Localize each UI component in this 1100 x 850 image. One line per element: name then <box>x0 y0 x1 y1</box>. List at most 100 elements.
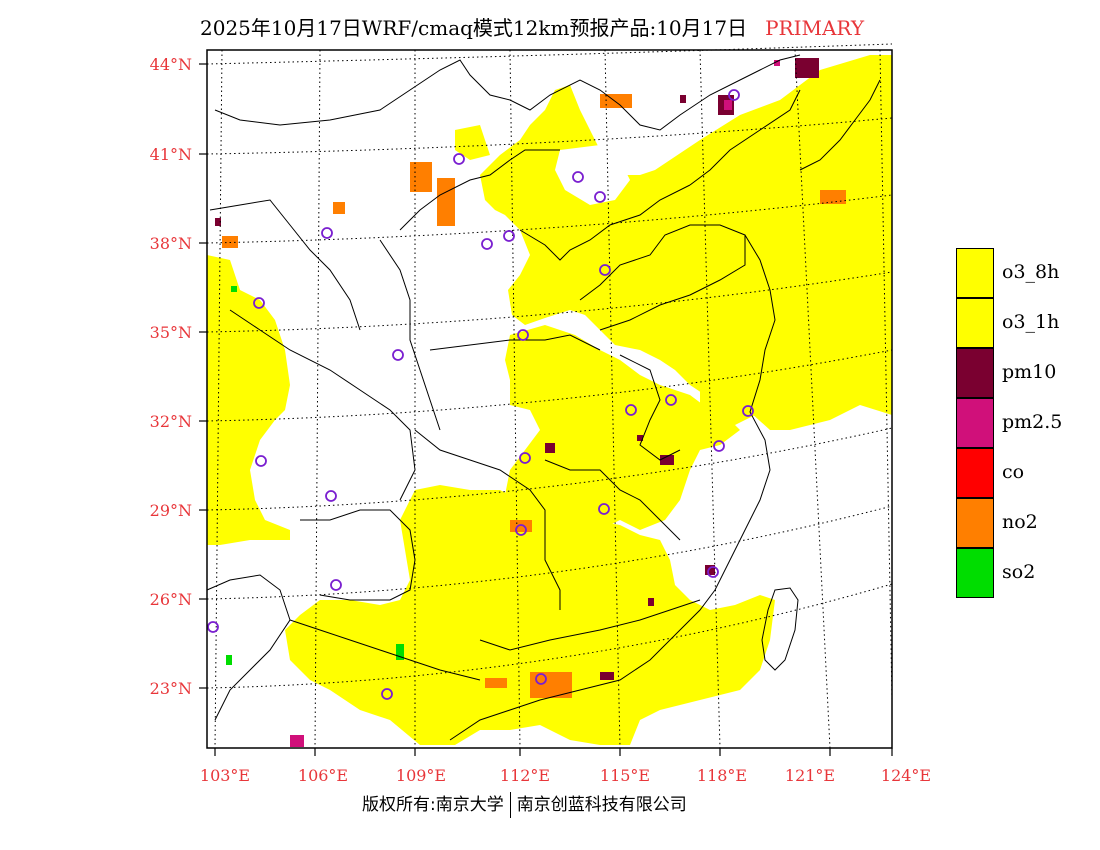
legend-label: pm2.5 <box>1002 411 1063 433</box>
legend-label: pm10 <box>1002 361 1057 383</box>
o3-region-ne-cut <box>555 145 630 205</box>
pm25-layer <box>290 60 780 747</box>
station-marker <box>519 452 531 464</box>
taiwan-island <box>761 587 799 671</box>
no2-patch <box>410 162 432 192</box>
pm10-patch <box>215 218 221 226</box>
lat-label-44n: 44°N <box>149 55 192 74</box>
station-marker <box>665 394 677 406</box>
so2-layer <box>226 286 404 665</box>
station-marker <box>253 297 265 309</box>
lon-label-106e: 106°E <box>297 766 349 785</box>
parallel-32n <box>206 349 893 422</box>
station-marker <box>515 524 527 536</box>
boundary-henan-hubei <box>429 334 601 351</box>
station-markers <box>207 89 754 700</box>
parallel-38n <box>206 194 893 244</box>
parallel-44n <box>206 43 893 65</box>
station-marker <box>207 621 219 633</box>
legend-item-pm10: pm10 <box>956 348 1086 398</box>
lat-label-38n: 38°N <box>149 234 192 253</box>
o3-region-south <box>285 485 775 745</box>
so2-patch <box>231 286 237 292</box>
pm10-patch <box>795 58 819 78</box>
lat-label-26n: 26°N <box>149 590 192 609</box>
map-title: 2025年10月17日WRF/cmaq模式12km预报产品:10月17日 PRIM… <box>200 12 864 41</box>
station-marker <box>481 238 493 250</box>
legend-swatch <box>956 448 994 498</box>
parallel-35n <box>206 271 893 333</box>
legend-item-o3-1h: o3_1h <box>956 298 1086 348</box>
no2-patch <box>510 520 532 532</box>
copyright-company: 南京创蓝科技有限公司 <box>516 795 687 815</box>
legend-label: no2 <box>1002 511 1038 533</box>
lon-label-121e: 121°E <box>784 766 836 785</box>
lat-label-23n: 23°N <box>149 679 192 698</box>
o3-region-central <box>505 325 740 530</box>
station-marker <box>728 89 740 101</box>
pm10-patch <box>660 455 674 465</box>
legend-swatch <box>956 498 994 548</box>
legend-label: o3_8h <box>1002 261 1060 283</box>
station-marker <box>625 404 637 416</box>
title-text: 2025年10月17日WRF/cmaq模式12km预报产品:10月17日 <box>200 16 748 40</box>
no2-patch <box>600 94 632 108</box>
boundary-gansu <box>209 199 361 331</box>
plot-frame <box>206 49 893 749</box>
legend-swatch <box>956 248 994 298</box>
no2-patch <box>485 678 507 688</box>
o3-region-jiangsu <box>700 378 760 425</box>
station-marker <box>598 503 610 515</box>
station-marker <box>599 264 611 276</box>
station-marker <box>713 440 725 452</box>
boundary-guangxi <box>289 619 481 681</box>
station-marker <box>594 191 606 203</box>
lat-label-35n: 35°N <box>149 323 192 342</box>
legend-item-pm25: pm2.5 <box>956 398 1086 448</box>
meridian-112e <box>509 49 521 749</box>
lon-label-103e: 103°E <box>199 766 251 785</box>
pm25-patch <box>774 60 780 66</box>
legend-label: co <box>1002 461 1025 483</box>
o3-exceedance-layer <box>207 55 892 745</box>
boundary-shandong <box>579 224 746 331</box>
legend-item-so2: so2 <box>956 548 1086 598</box>
copyright-footer: 版权所有:南京大学 南京创蓝科技有限公司 <box>362 790 687 818</box>
boundary-yunnan <box>206 574 291 721</box>
boundary-sichuan <box>229 309 416 501</box>
pm10-patch <box>680 95 686 103</box>
pm10-patch <box>637 435 643 441</box>
legend-label: so2 <box>1002 561 1036 583</box>
pm10-patch <box>545 443 555 453</box>
lon-label-112e: 112°E <box>499 766 551 785</box>
meridian-106e <box>314 49 321 749</box>
so2-patch <box>226 655 232 665</box>
legend-swatch <box>956 548 994 598</box>
boundary-shaanxi <box>379 239 441 431</box>
legend-item-o3-8h: o3_8h <box>956 248 1086 298</box>
station-marker <box>707 566 719 578</box>
no2-patch <box>437 178 455 226</box>
boundary-inner-mongolia <box>399 149 560 231</box>
province-boundaries <box>206 54 881 741</box>
o3-region-shandong <box>665 225 745 270</box>
parallel-23n <box>206 583 893 689</box>
so2-patch <box>396 644 404 660</box>
lat-label-29n: 29°N <box>149 501 192 520</box>
pm10-patch <box>600 672 614 680</box>
station-marker <box>392 349 404 361</box>
station-marker <box>535 673 547 685</box>
no2-patch <box>333 202 345 214</box>
parallel-26n <box>206 505 893 600</box>
legend-swatch <box>956 398 994 448</box>
station-marker <box>330 579 342 591</box>
pm10-patch <box>705 565 715 575</box>
legend-item-co: co <box>956 448 1086 498</box>
lon-label-118e: 118°E <box>696 766 748 785</box>
lon-label-124e: 124°E <box>880 766 932 785</box>
pollutant-legend: o3_8h o3_1h pm10 pm2.5 co no2 so2 <box>956 248 1086 598</box>
station-marker <box>255 455 267 467</box>
pm25-patch <box>290 735 304 747</box>
boundary-hunan <box>414 429 561 610</box>
meridian-118e <box>699 49 721 749</box>
